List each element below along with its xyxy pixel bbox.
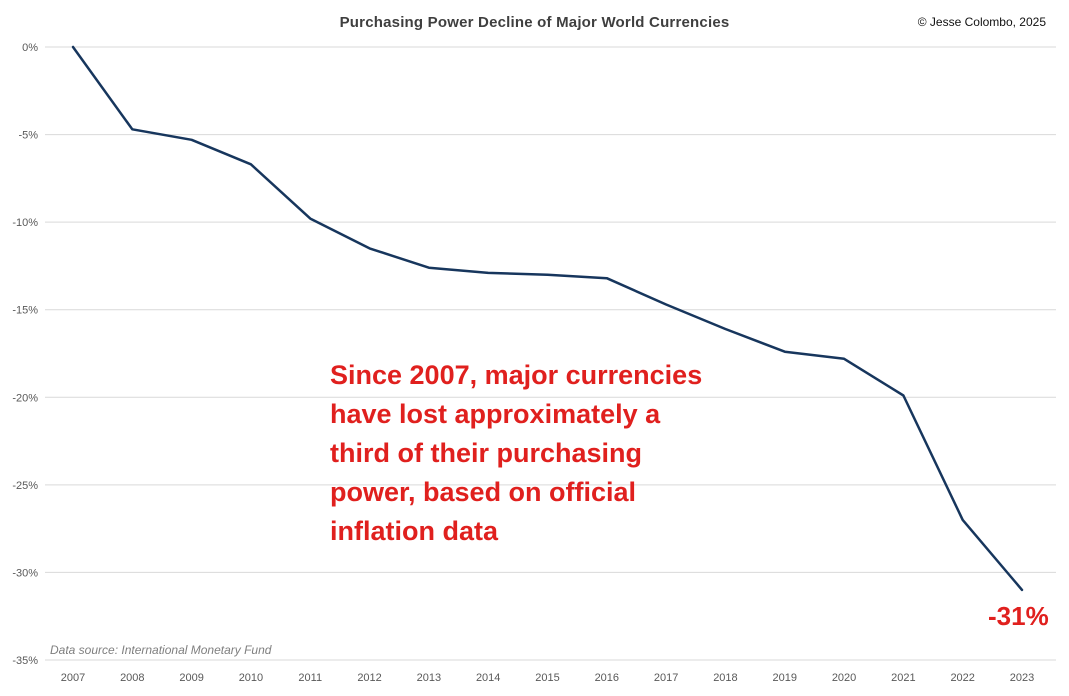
y-tick-label: -10% — [12, 217, 38, 229]
x-tick-label: 2012 — [357, 672, 381, 684]
x-tick-label: 2023 — [1010, 672, 1034, 684]
x-tick-label: 2017 — [654, 672, 678, 684]
x-tick-label: 2011 — [298, 672, 322, 684]
x-tick-label: 2010 — [239, 672, 263, 684]
y-tick-label: -5% — [18, 130, 38, 142]
x-tick-label: 2018 — [713, 672, 737, 684]
y-tick-label: -35% — [12, 655, 38, 667]
x-tick-label: 2020 — [832, 672, 856, 684]
x-tick-label: 2014 — [476, 672, 500, 684]
x-tick-label: 2019 — [773, 672, 797, 684]
y-tick-label: 0% — [22, 42, 38, 54]
final-value-label: -31% — [988, 601, 1049, 631]
data-source-note: Data source: International Monetary Fund — [50, 643, 272, 657]
x-tick-label: 2015 — [535, 672, 559, 684]
y-tick-label: -25% — [12, 480, 38, 492]
copyright-note: © Jesse Colombo, 2025 — [917, 15, 1046, 29]
annotation-text: Since 2007, major currencies have lost a… — [330, 360, 703, 546]
y-tick-label: -15% — [12, 305, 38, 317]
y-tick-label: -20% — [12, 392, 38, 404]
x-tick-label: 2013 — [417, 672, 441, 684]
x-tick-label: 2007 — [61, 672, 85, 684]
x-tick-label: 2016 — [595, 672, 619, 684]
data-line — [71, 45, 1024, 592]
chart-title: Purchasing Power Decline of Major World … — [339, 14, 730, 31]
x-tick-label: 2022 — [950, 672, 974, 684]
y-tick-label: -30% — [12, 567, 38, 579]
x-tick-label: 2009 — [179, 672, 203, 684]
x-tick-label: 2008 — [120, 672, 144, 684]
x-tick-label: 2021 — [891, 672, 915, 684]
